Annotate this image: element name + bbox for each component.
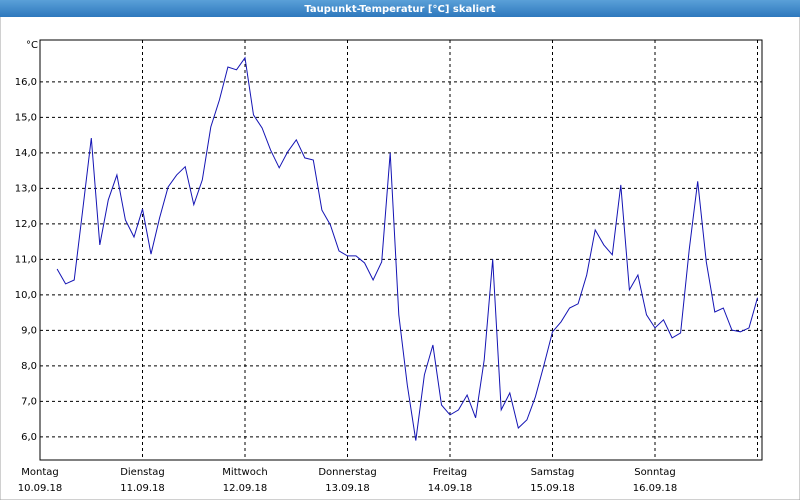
x-tick-date: 11.09.18 (120, 483, 165, 494)
data-line (56, 56, 758, 441)
x-tick-date: 12.09.18 (223, 483, 268, 494)
y-tick-label: 6,0 (21, 432, 37, 443)
x-tick-label: Montag (21, 467, 58, 478)
y-tick-label: 9,0 (21, 325, 37, 336)
y-tick-label: 11,0 (15, 254, 37, 265)
y-tick-label: 12,0 (15, 219, 37, 230)
x-tick-label: Mittwoch (222, 467, 267, 478)
y-tick-label: 10,0 (15, 290, 37, 301)
x-tick-label: Donnerstag (318, 467, 376, 478)
x-tick-label: Dienstag (120, 467, 165, 478)
y-unit: °C (26, 40, 38, 51)
x-tick-label: Freitag (433, 467, 467, 478)
title-bar (0, 0, 800, 17)
y-tick-label: 7,0 (21, 396, 37, 407)
x-tick-date: 15.09.18 (530, 483, 575, 494)
y-tick-label: 15,0 (15, 112, 37, 123)
y-tick-label: 8,0 (21, 361, 37, 372)
x-tick-label: Sonntag (634, 467, 676, 478)
y-tick-label: 16,0 (15, 77, 37, 88)
x-tick-label: Samstag (531, 467, 575, 478)
chart-title: Taupunkt-Temperatur [°C] skaliert (304, 4, 495, 15)
x-tick-date: 13.09.18 (325, 483, 370, 494)
y-tick-label: 13,0 (15, 183, 37, 194)
x-tick-date: 16.09.18 (633, 483, 678, 494)
plot-area (39, 39, 763, 461)
x-tick-date: 10.09.18 (18, 483, 63, 494)
x-tick-date: 14.09.18 (428, 483, 473, 494)
y-tick-label: 14,0 (15, 148, 37, 159)
